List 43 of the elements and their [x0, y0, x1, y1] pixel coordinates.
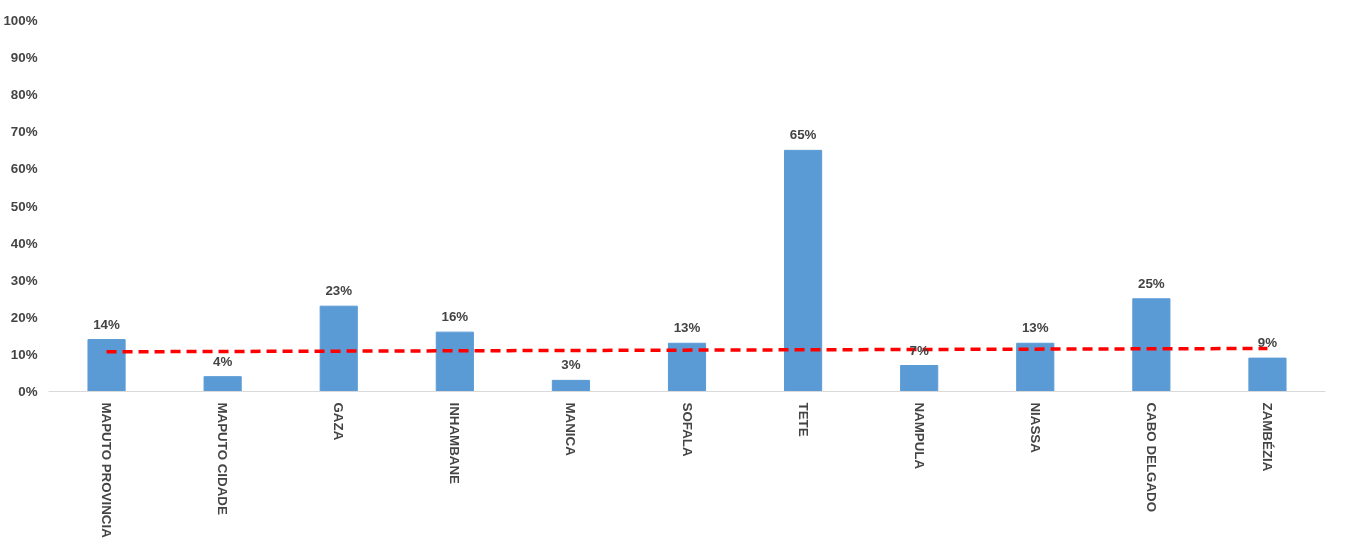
data-label: 25%	[1138, 275, 1165, 291]
y-tick-label: 60%	[10, 161, 38, 177]
x-tick-label: NAMPULA	[911, 402, 927, 470]
y-tick-label: 70%	[10, 124, 38, 140]
x-tick-label: TETE	[795, 402, 811, 437]
x-tick-label: NIASSA	[1027, 402, 1043, 454]
bar	[784, 149, 823, 392]
y-tick-label: 80%	[10, 87, 38, 103]
bar	[1248, 357, 1287, 392]
x-tick-label: INHAMBANE	[447, 402, 463, 485]
y-tick-label: 0%	[18, 384, 38, 399]
bar	[1016, 342, 1055, 392]
y-tick-label: 10%	[10, 346, 38, 362]
bar	[1132, 298, 1171, 392]
bar	[667, 342, 707, 392]
data-label: 14%	[93, 316, 121, 332]
x-tick-label: CABO DELGADO	[1143, 402, 1159, 513]
bar	[551, 379, 590, 392]
bar	[203, 376, 242, 392]
data-label: 9%	[1257, 335, 1278, 351]
bar	[435, 331, 474, 392]
data-label: 3%	[561, 357, 581, 373]
y-tick-label: 100%	[3, 13, 38, 28]
data-label: 4%	[213, 353, 233, 369]
data-label: 13%	[673, 320, 701, 336]
x-tick-label: MAPUTO CIDADE	[215, 402, 231, 515]
y-tick-label: 90%	[10, 50, 38, 66]
x-tick-label: MAPUTO PROVINCIA	[99, 402, 115, 539]
data-label: 65%	[789, 127, 817, 143]
data-label: 23%	[325, 283, 353, 299]
y-tick-label: 30%	[10, 272, 38, 288]
x-tick-label: GAZA	[331, 402, 347, 441]
bar	[319, 305, 358, 392]
y-tick-label: 40%	[10, 235, 38, 251]
x-tick-label: ZAMBÉZIA	[1259, 402, 1275, 472]
x-tick-label: SOFALA	[679, 402, 695, 457]
bar	[900, 365, 939, 392]
data-label: 13%	[1021, 320, 1049, 336]
bar	[87, 339, 126, 392]
y-tick-label: 20%	[10, 309, 38, 325]
data-label: 16%	[441, 309, 469, 325]
y-tick-label: 50%	[10, 198, 38, 214]
x-tick-label: MANICA	[563, 402, 579, 457]
